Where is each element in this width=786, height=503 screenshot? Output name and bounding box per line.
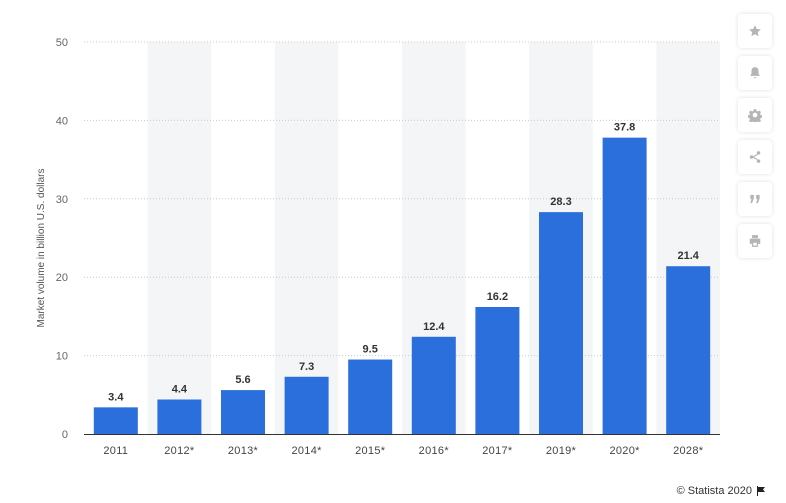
y-tick-label: 0 (62, 429, 68, 441)
band (147, 42, 212, 434)
x-axis-ticks: 2011 2012* 2013* 2014* 2015* 2016* 2017* 2019* 2… (103, 445, 703, 457)
star-icon (749, 25, 761, 37)
bar[interactable] (284, 376, 329, 434)
x-tick-label: 2019* (546, 445, 577, 457)
bar[interactable] (411, 336, 456, 434)
x-tick-label: 2013* (228, 445, 259, 457)
y-axis-label: Market volume in billion U.S. dollars (36, 169, 47, 328)
x-tick-label: 2011 (103, 445, 128, 457)
y-tick-label: 30 (56, 194, 68, 206)
data-labels: 3.4 4.4 5.6 7.3 9.5 12.4 16.2 28.3 37.8 21.4 (108, 122, 700, 404)
y-tick-label: 40 (56, 115, 68, 127)
y-axis-ticks: 0 10 20 30 40 50 (56, 37, 68, 441)
side-toolbar (738, 14, 772, 258)
data-label: 9.5 (363, 344, 378, 356)
settings-button[interactable] (738, 98, 772, 132)
data-label: 5.6 (235, 374, 250, 386)
x-tick-label: 2015* (355, 445, 386, 457)
flag-icon[interactable] (756, 486, 766, 496)
y-tick-label: 50 (56, 37, 68, 49)
bar[interactable] (157, 399, 202, 434)
data-label: 7.3 (299, 361, 314, 373)
bar[interactable] (539, 212, 583, 434)
band (274, 42, 339, 434)
bars (93, 137, 711, 434)
print-button[interactable] (738, 224, 772, 258)
x-tick-label: 2012* (164, 445, 195, 457)
data-label: 12.4 (423, 321, 445, 333)
x-tick-label: 2028* (673, 445, 704, 457)
data-label: 4.4 (172, 384, 188, 396)
credit-text[interactable]: © Statista 2020 (676, 485, 752, 497)
share-button[interactable] (738, 140, 772, 174)
gear-icon (748, 109, 762, 122)
credit: © Statista 2020 (677, 485, 766, 497)
x-tick-label: 2020* (609, 445, 640, 457)
bar[interactable] (221, 390, 265, 434)
print-icon (749, 235, 761, 247)
x-tick-label: 2016* (419, 445, 450, 457)
y-tick-label: 20 (56, 272, 68, 284)
bar[interactable] (93, 407, 138, 434)
bar[interactable] (602, 137, 647, 434)
data-label: 28.3 (550, 196, 571, 208)
data-label: 16.2 (487, 291, 508, 303)
x-tick-label: 2017* (482, 445, 513, 457)
bar[interactable] (475, 306, 520, 434)
cite-button[interactable] (738, 182, 772, 216)
x-tick-label: 2014* (291, 445, 322, 457)
data-label: 37.8 (614, 122, 635, 134)
favorite-button[interactable] (738, 14, 772, 48)
data-label: 3.4 (108, 391, 124, 403)
share-icon (749, 151, 761, 163)
notification-button[interactable] (738, 56, 772, 90)
gridlines (84, 41, 720, 357)
y-tick-label: 10 (56, 351, 68, 363)
bell-icon (750, 67, 760, 79)
bar[interactable] (348, 359, 393, 434)
quote-icon (750, 194, 760, 204)
data-label: 21.4 (677, 250, 699, 262)
bar[interactable] (666, 266, 711, 434)
